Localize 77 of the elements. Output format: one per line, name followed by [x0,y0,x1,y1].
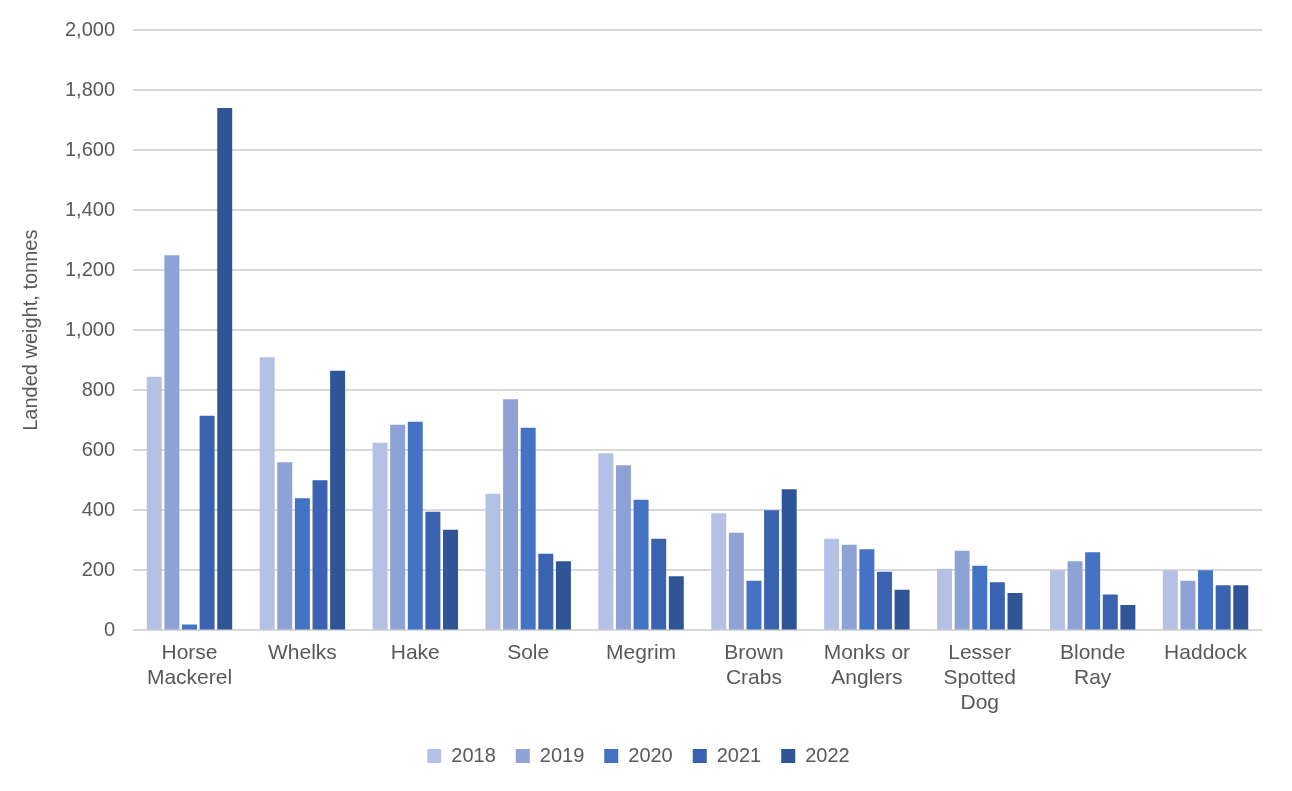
bar [1233,585,1249,630]
bar [859,549,875,630]
bar [781,489,797,630]
bar [425,511,441,630]
bar [989,582,1005,630]
bar [199,415,215,630]
bar [598,453,614,630]
bar [728,532,744,630]
y-tick-label: 600 [81,437,116,460]
y-tick-label: 1,600 [64,137,116,160]
bar [312,480,328,630]
bar [294,498,310,630]
bar [146,376,162,630]
bar [824,538,840,630]
y-tick-label: 200 [81,557,116,580]
bar [1120,604,1136,630]
bar [1067,561,1083,630]
x-tick-label: Blonde Ray [1059,639,1126,688]
bar [937,568,953,630]
bar [520,427,536,630]
legend-label: 2020 [628,743,673,766]
legend-label: 2019 [539,743,585,766]
bar [372,442,388,630]
y-tick-label: 0 [103,617,116,640]
y-axis-title: Landed weight, tonnes [18,229,41,431]
bar [485,493,501,630]
bar [217,108,233,630]
x-tick-label: Haddock [1164,639,1248,663]
bar [503,399,519,630]
x-tick-label: Hake [390,639,440,663]
bar [1102,594,1118,630]
bar [164,255,180,630]
bar [711,513,727,630]
bar [954,550,970,630]
bar [259,357,275,630]
bar [443,529,458,630]
x-tick-label: Lesser Spotted Dog [943,639,1016,714]
bar [894,589,910,630]
x-tick-label: Monks or Anglers [823,639,911,688]
bar [407,421,423,630]
bar [668,576,684,630]
bar [876,571,892,630]
bar [1162,570,1178,630]
bar [1180,580,1196,630]
legend-label: 2021 [716,743,762,766]
y-tick-label: 1,200 [64,257,116,280]
x-tick-label: Sole [507,639,550,663]
y-tick-label: 2,000 [64,17,116,40]
y-tick-label: 1,400 [64,197,116,220]
y-tick-label: 1,000 [64,317,116,340]
x-tick-label: Whelks [267,639,337,663]
bar [330,370,346,630]
y-tick-label: 400 [81,497,116,520]
bar [764,510,780,630]
bar [651,538,667,630]
bar [1049,570,1065,630]
bar [555,561,571,630]
bar [615,465,631,630]
bar [1215,585,1231,630]
bar [1085,552,1101,630]
y-tick-label: 800 [81,377,116,400]
y-tick-label: 1,800 [64,77,116,100]
legend-label: 2022 [805,743,850,766]
bar [538,553,554,630]
bar [1007,592,1023,630]
bar [633,499,649,630]
bar [277,462,293,630]
bar [972,565,988,630]
bar [746,580,762,630]
x-tick-label: Megrim [606,639,677,663]
x-tick-label: Brown Crabs [724,639,784,688]
bar [390,424,406,630]
bar [1198,570,1214,630]
bar [841,544,857,630]
bar [182,624,197,630]
x-tick-label: Horse Mackerel [146,639,233,688]
legend-label: 2018 [451,743,496,766]
